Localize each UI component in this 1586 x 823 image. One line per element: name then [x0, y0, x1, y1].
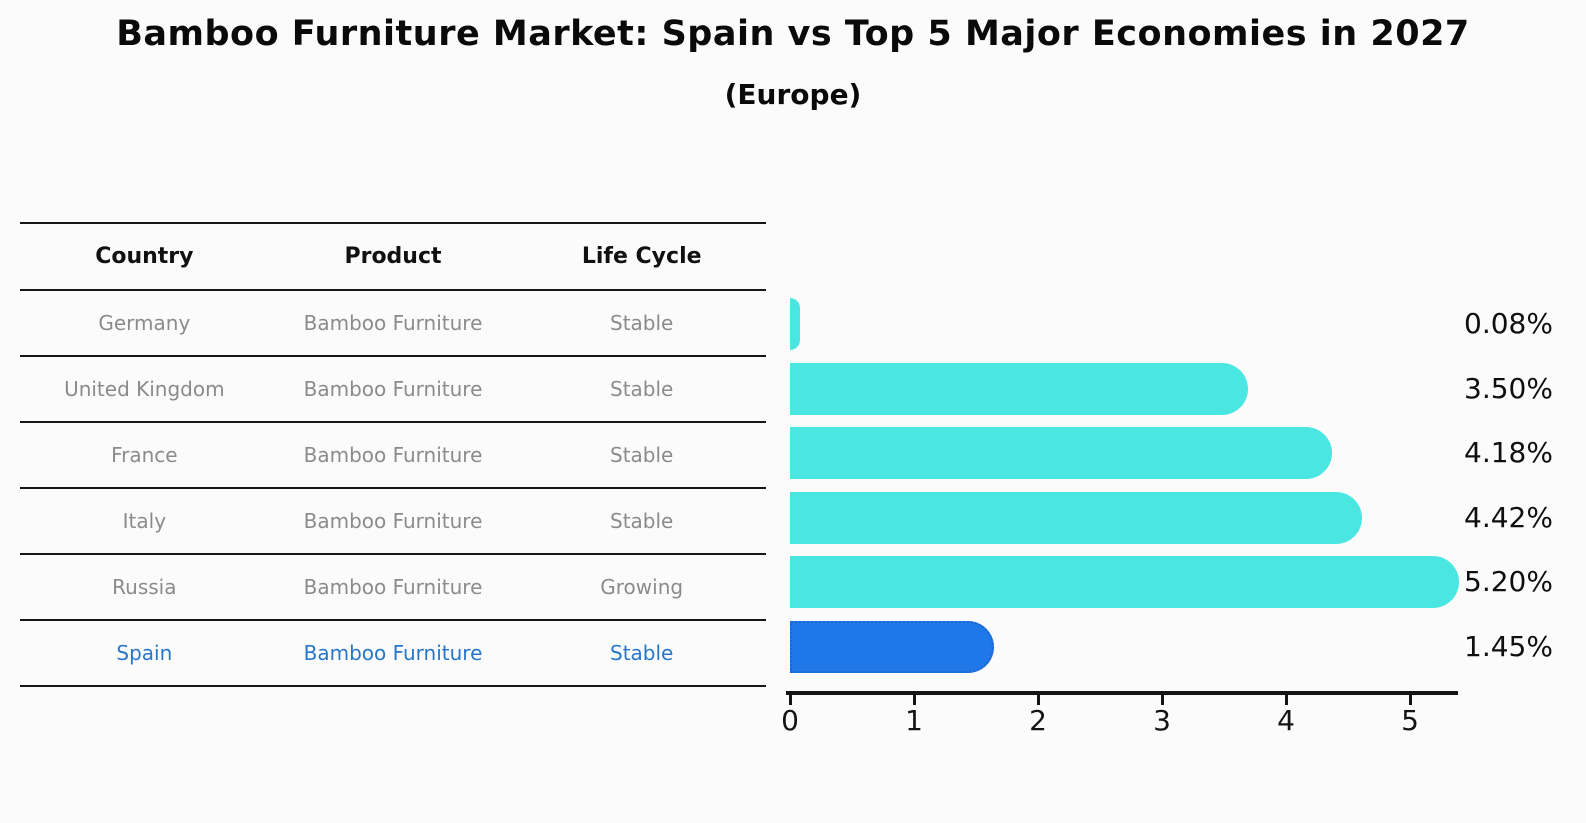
- bar-italy: [790, 492, 1362, 544]
- table-row-spain: Spain Bamboo Furniture Stable: [20, 621, 766, 687]
- x-tick-label: 3: [1153, 704, 1171, 737]
- cell-product: Bamboo Furniture: [303, 641, 483, 665]
- country-info-table: Country Product Life Cycle Germany Bambo…: [20, 222, 766, 687]
- cell-country: United Kingdom: [64, 377, 225, 401]
- x-axis-tick: [1285, 695, 1288, 705]
- table-row-italy: Italy Bamboo Furniture Stable: [20, 489, 766, 555]
- x-tick-label: 0: [781, 704, 799, 737]
- x-axis-tick: [1037, 695, 1040, 705]
- cell-country: Russia: [112, 575, 177, 599]
- x-axis-tick: [1409, 695, 1412, 705]
- cell-product: Bamboo Furniture: [303, 377, 483, 401]
- x-tick-label: 4: [1277, 704, 1295, 737]
- x-tick-label: 2: [1029, 704, 1047, 737]
- x-tick-label: 5: [1401, 704, 1419, 737]
- chart-title: Bamboo Furniture Market: Spain vs Top 5 …: [116, 14, 1470, 54]
- cell-country: Spain: [116, 641, 173, 665]
- cell-life-cycle: Stable: [610, 311, 674, 335]
- table-row-united-kingdom: United Kingdom Bamboo Furniture Stable: [20, 357, 766, 423]
- column-header-product: Product: [344, 244, 442, 269]
- x-axis-tick: [789, 695, 792, 705]
- x-axis-tick: [1161, 695, 1164, 705]
- cell-product: Bamboo Furniture: [303, 575, 483, 599]
- cell-life-cycle: Stable: [610, 377, 674, 401]
- value-label-russia: 5.20%: [1464, 565, 1553, 598]
- cell-product: Bamboo Furniture: [303, 509, 483, 533]
- cell-life-cycle: Stable: [610, 509, 674, 533]
- value-label-france: 4.18%: [1464, 436, 1553, 469]
- cell-product: Bamboo Furniture: [303, 311, 483, 335]
- table-row-germany: Germany Bamboo Furniture Stable: [20, 291, 766, 357]
- column-header-country: Country: [95, 244, 194, 269]
- cell-country: France: [111, 443, 178, 467]
- bar-france: [790, 427, 1332, 479]
- cell-country: Germany: [98, 311, 191, 335]
- bar-united-kingdom: [790, 363, 1248, 415]
- value-label-germany: 0.08%: [1464, 307, 1553, 340]
- cell-life-cycle: Stable: [610, 443, 674, 467]
- x-axis-line: [786, 691, 1458, 695]
- table-header-row: Country Product Life Cycle: [20, 224, 766, 291]
- chart-subtitle: (Europe): [724, 78, 862, 111]
- value-label-united-kingdom: 3.50%: [1464, 372, 1553, 405]
- cell-life-cycle: Stable: [610, 641, 674, 665]
- x-tick-label: 1: [905, 704, 923, 737]
- cell-country: Italy: [122, 509, 167, 533]
- bar-spain: [790, 621, 994, 673]
- x-axis-tick: [913, 695, 916, 705]
- column-header-life-cycle: Life Cycle: [581, 244, 702, 269]
- cell-life-cycle: Growing: [600, 575, 684, 599]
- value-label-spain: 1.45%: [1464, 630, 1553, 663]
- value-label-italy: 4.42%: [1464, 501, 1553, 534]
- table-row-france: France Bamboo Furniture Stable: [20, 423, 766, 489]
- cell-product: Bamboo Furniture: [303, 443, 483, 467]
- bar-russia: [790, 556, 1459, 608]
- bar-germany: [790, 298, 800, 350]
- table-row-russia: Russia Bamboo Furniture Growing: [20, 555, 766, 621]
